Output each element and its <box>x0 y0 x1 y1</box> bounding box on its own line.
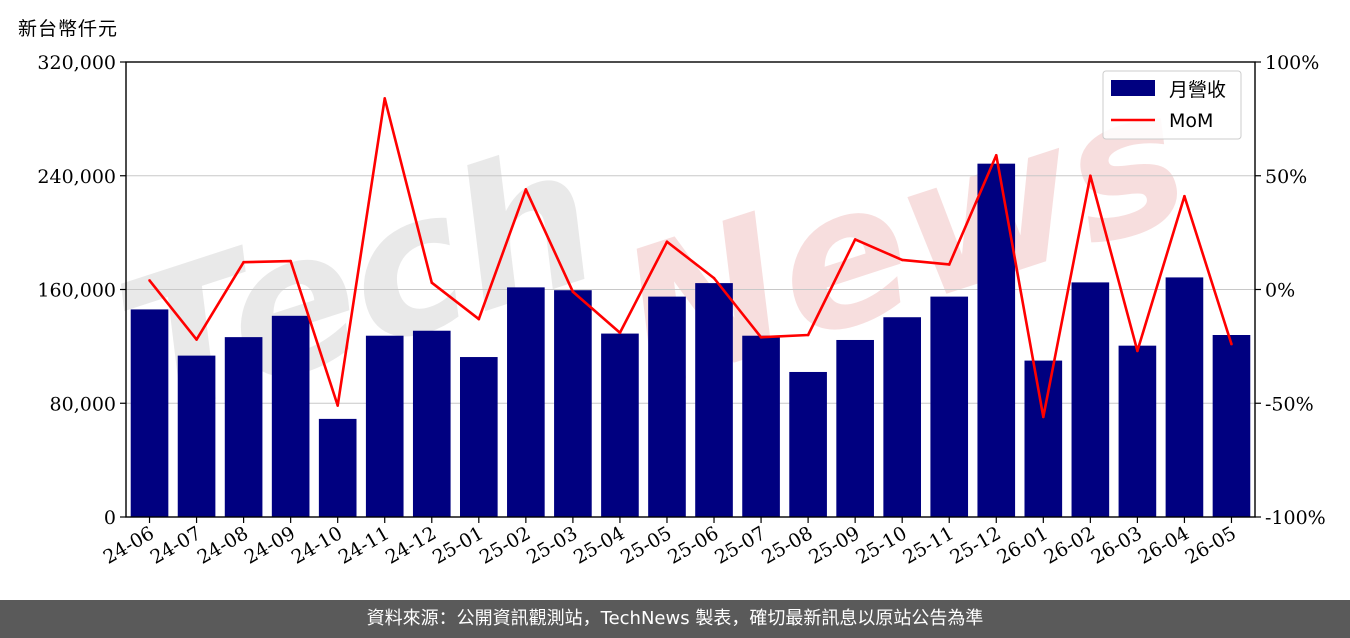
y-tick-label: 320,000 <box>37 52 116 74</box>
x-tick-label: 25-08 <box>758 522 816 568</box>
y-tick-label: 240,000 <box>37 166 116 188</box>
mom-point-25-07 <box>759 335 763 339</box>
bar-25-06 <box>695 283 733 517</box>
y2-tick-label: 50% <box>1265 166 1307 188</box>
bar-25-03 <box>554 290 592 517</box>
bar-24-09 <box>271 315 310 517</box>
mom-point-25-08 <box>806 333 810 337</box>
bar-25-07 <box>742 335 780 517</box>
bar-24-10 <box>318 418 357 517</box>
x-tick-label: 26-04 <box>1134 522 1192 568</box>
bar-25-04 <box>601 333 639 517</box>
legend-swatch-bar <box>1111 80 1155 96</box>
y2-tick-label: 0% <box>1265 280 1295 302</box>
x-tick-label: 24-12 <box>382 522 440 568</box>
mom-point-25-06 <box>712 276 716 280</box>
bar-26-05 <box>1212 335 1251 517</box>
x-tick-label: 25-11 <box>899 522 957 568</box>
x-tick-label: 25-12 <box>946 522 1004 568</box>
grid-lines <box>126 175 1255 404</box>
y2-tick-label: -100% <box>1265 507 1326 529</box>
mom-point-25-01 <box>477 317 481 321</box>
mom-point-24-12 <box>430 281 434 284</box>
bar-25-02 <box>507 287 545 517</box>
y-tick-label: 0 <box>104 507 116 529</box>
bar-26-04 <box>1165 277 1204 517</box>
mom-point-26-03 <box>1136 349 1139 353</box>
y-tick-label: 160,000 <box>37 280 116 302</box>
x-tick-label: 24-11 <box>335 522 393 568</box>
bar-25-08 <box>789 371 827 517</box>
bar-24-08 <box>224 337 263 517</box>
bar-25-01 <box>459 357 498 517</box>
bar-26-01 <box>1024 360 1063 517</box>
y2-tick-label: 100% <box>1265 52 1319 74</box>
revenue-chart: TechNews 080,000160,000240,000320,000-10… <box>37 44 1326 568</box>
mom-point-26-05 <box>1230 342 1233 346</box>
x-tick-label: 25-03 <box>523 522 581 568</box>
x-tick-label: 24-09 <box>241 522 299 568</box>
bar-25-09 <box>836 339 874 517</box>
mom-line <box>148 97 1233 419</box>
x-tick-label: 25-04 <box>570 522 628 568</box>
bar-26-02 <box>1071 282 1110 517</box>
x-tick-label: 24-06 <box>100 522 158 568</box>
x-tick-label: 25-05 <box>617 522 675 568</box>
mom-point-24-08 <box>242 260 245 264</box>
x-tick-label: 25-09 <box>805 522 863 568</box>
x-tick-label: 25-01 <box>429 522 487 568</box>
bar-26-03 <box>1118 345 1157 517</box>
x-tick-label: 26-03 <box>1087 522 1145 568</box>
x-tick-label: 26-02 <box>1040 522 1098 568</box>
bar-24-11 <box>365 335 404 517</box>
mom-point-26-01 <box>1042 415 1045 419</box>
mom-point-26-02 <box>1089 174 1092 178</box>
mom-point-25-11 <box>947 263 951 266</box>
mom-point-24-10 <box>336 404 339 407</box>
x-tick-label: 25-02 <box>476 522 534 568</box>
x-tick-label: 26-01 <box>993 522 1051 568</box>
mom-point-24-09 <box>289 259 292 263</box>
mom-line-series <box>148 97 1233 419</box>
x-tick-label: 25-10 <box>852 522 910 568</box>
mom-point-24-11 <box>383 97 387 100</box>
bar-25-10 <box>883 317 922 517</box>
x-tick-label: 24-10 <box>288 522 346 568</box>
bar-24-12 <box>412 330 451 517</box>
mom-point-25-04 <box>618 331 622 335</box>
mom-point-24-06 <box>148 279 151 282</box>
mom-point-25-12 <box>994 153 998 157</box>
y2-tick-label: -50% <box>1265 393 1314 415</box>
bar-24-07 <box>177 355 216 517</box>
mom-point-25-09 <box>853 238 857 241</box>
x-tick-label: 25-07 <box>711 522 769 568</box>
x-tick-label: 24-08 <box>194 522 252 568</box>
x-tick-label: 25-06 <box>664 522 722 568</box>
source-footer: 資料來源：公開資訊觀測站，TechNews 製表，確切最新訊息以原站公告為準 <box>0 600 1350 638</box>
mom-point-25-03 <box>571 290 575 294</box>
legend-label-mom: MoM <box>1169 110 1213 132</box>
x-tick-label: 24-07 <box>147 522 205 568</box>
x-tick-label: 26-05 <box>1182 522 1240 568</box>
bar-25-05 <box>648 296 686 517</box>
bar-25-11 <box>930 296 969 517</box>
bar-25-12 <box>977 163 1016 517</box>
mom-point-24-07 <box>195 338 198 341</box>
mom-point-25-10 <box>900 258 904 262</box>
bar-24-06 <box>130 309 169 517</box>
mom-point-25-05 <box>665 240 669 244</box>
legend-label-revenue: 月營收 <box>1169 79 1226 101</box>
bar-series <box>130 163 1251 517</box>
legend: 月營收 MoM <box>1102 70 1242 140</box>
y-axis-unit-label: 新台幣仟元 <box>18 18 119 40</box>
mom-point-25-02 <box>524 188 528 191</box>
mom-point-26-04 <box>1183 194 1186 198</box>
y-tick-label: 80,000 <box>50 393 116 415</box>
